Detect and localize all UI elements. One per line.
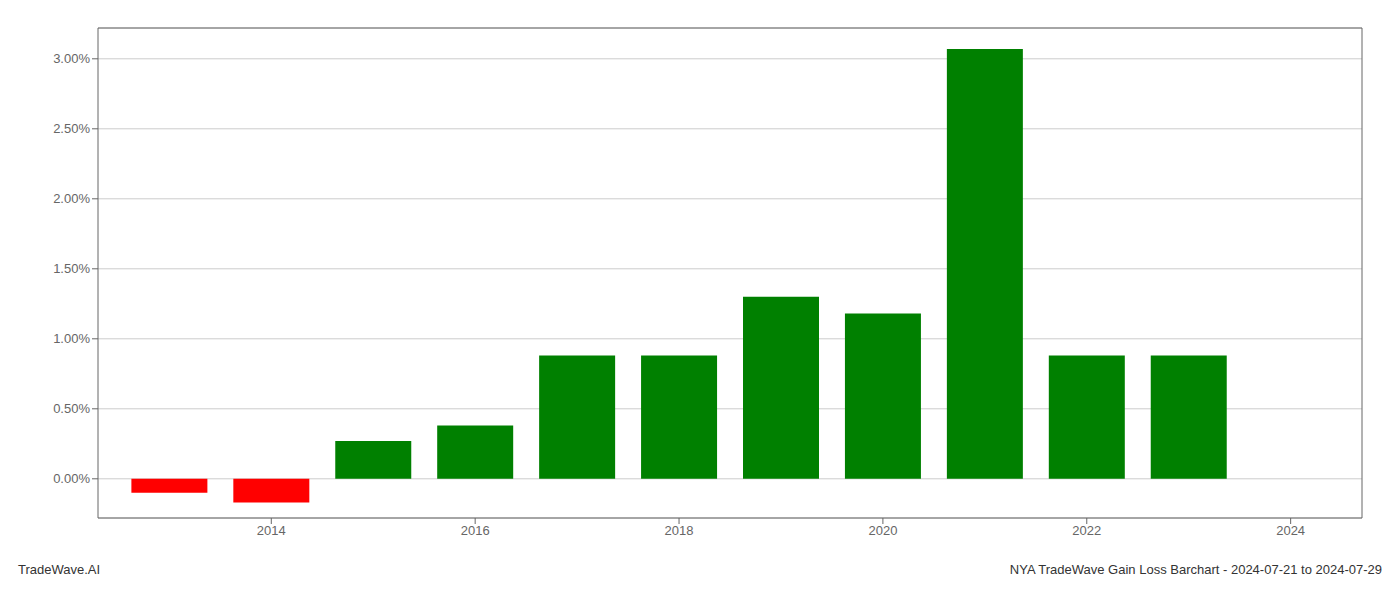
html-text:NYA TradeWave Gain Loss Barcha: NYA TradeWave Gain Loss Barchart - 2024-…	[1009, 562, 1382, 577]
svg-text:2024: 2024	[1276, 523, 1305, 538]
svg-text:2018: 2018	[665, 523, 694, 538]
svg-text:1.50%: 1.50%	[53, 261, 90, 276]
svg-text:2014: 2014	[257, 523, 286, 538]
svg-text:0.50%: 0.50%	[53, 401, 90, 416]
svg-text:2020: 2020	[868, 523, 897, 538]
svg-text:2016: 2016	[461, 523, 490, 538]
html-text:TradeWave.AI: TradeWave.AI	[18, 562, 101, 577]
svg-text:1.00%: 1.00%	[53, 331, 90, 346]
svg-text:0.00%: 0.00%	[53, 471, 90, 486]
svg-text:3.00%: 3.00%	[53, 51, 90, 66]
svg-text:2022: 2022	[1072, 523, 1101, 538]
svg-text:2.50%: 2.50%	[53, 121, 90, 136]
svg-text:2.00%: 2.00%	[53, 191, 90, 206]
